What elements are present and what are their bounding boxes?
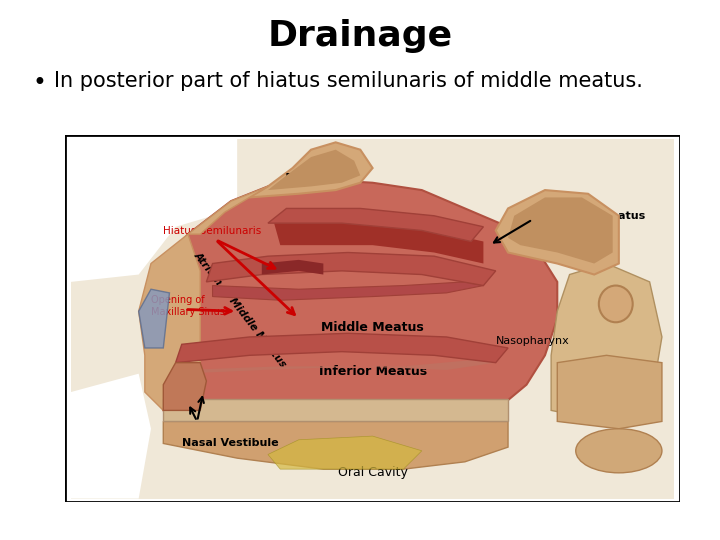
Polygon shape <box>163 421 508 469</box>
Text: Drainage: Drainage <box>267 19 453 53</box>
Polygon shape <box>262 260 323 274</box>
Polygon shape <box>496 190 619 274</box>
Text: F: F <box>284 173 294 188</box>
Polygon shape <box>268 150 360 190</box>
Polygon shape <box>71 139 237 282</box>
Polygon shape <box>71 139 674 498</box>
Text: Sphenoethmoidal Recess: Sphenoethmoidal Recess <box>290 229 431 239</box>
Text: Opening of
Maxillary Sinus: Opening of Maxillary Sinus <box>151 295 225 316</box>
Polygon shape <box>508 198 613 264</box>
Polygon shape <box>163 400 508 421</box>
Text: In posterior part of hiatus semilunaris of middle meatus.: In posterior part of hiatus semilunaris … <box>54 71 643 91</box>
Polygon shape <box>250 143 373 198</box>
Text: •: • <box>32 71 46 95</box>
Ellipse shape <box>576 429 662 473</box>
Polygon shape <box>71 374 151 498</box>
Polygon shape <box>557 355 662 429</box>
Text: Oral Cavity: Oral Cavity <box>338 467 408 480</box>
Polygon shape <box>551 264 662 421</box>
Polygon shape <box>139 234 200 421</box>
Polygon shape <box>274 223 483 264</box>
Polygon shape <box>207 253 496 286</box>
Text: Nasopharynx: Nasopharynx <box>496 336 570 346</box>
Text: Hiatus Semilunaris: Hiatus Semilunaris <box>163 226 261 236</box>
Polygon shape <box>268 208 483 241</box>
Polygon shape <box>212 282 483 300</box>
Polygon shape <box>176 333 508 363</box>
Text: Nasal Vestibule: Nasal Vestibule <box>181 438 279 448</box>
Ellipse shape <box>599 286 633 322</box>
Polygon shape <box>139 289 169 348</box>
Text: Middle Meatus: Middle Meatus <box>321 321 424 334</box>
Text: Inferior Meatus: Inferior Meatus <box>318 366 427 379</box>
Polygon shape <box>268 436 422 469</box>
Text: Superior Meatus: Superior Meatus <box>542 211 645 221</box>
Polygon shape <box>188 186 268 234</box>
Polygon shape <box>163 363 207 410</box>
Polygon shape <box>181 359 496 374</box>
Text: S: S <box>611 296 621 312</box>
Polygon shape <box>145 179 557 440</box>
Text: Atrium of Middle Meatus: Atrium of Middle Meatus <box>192 250 289 369</box>
